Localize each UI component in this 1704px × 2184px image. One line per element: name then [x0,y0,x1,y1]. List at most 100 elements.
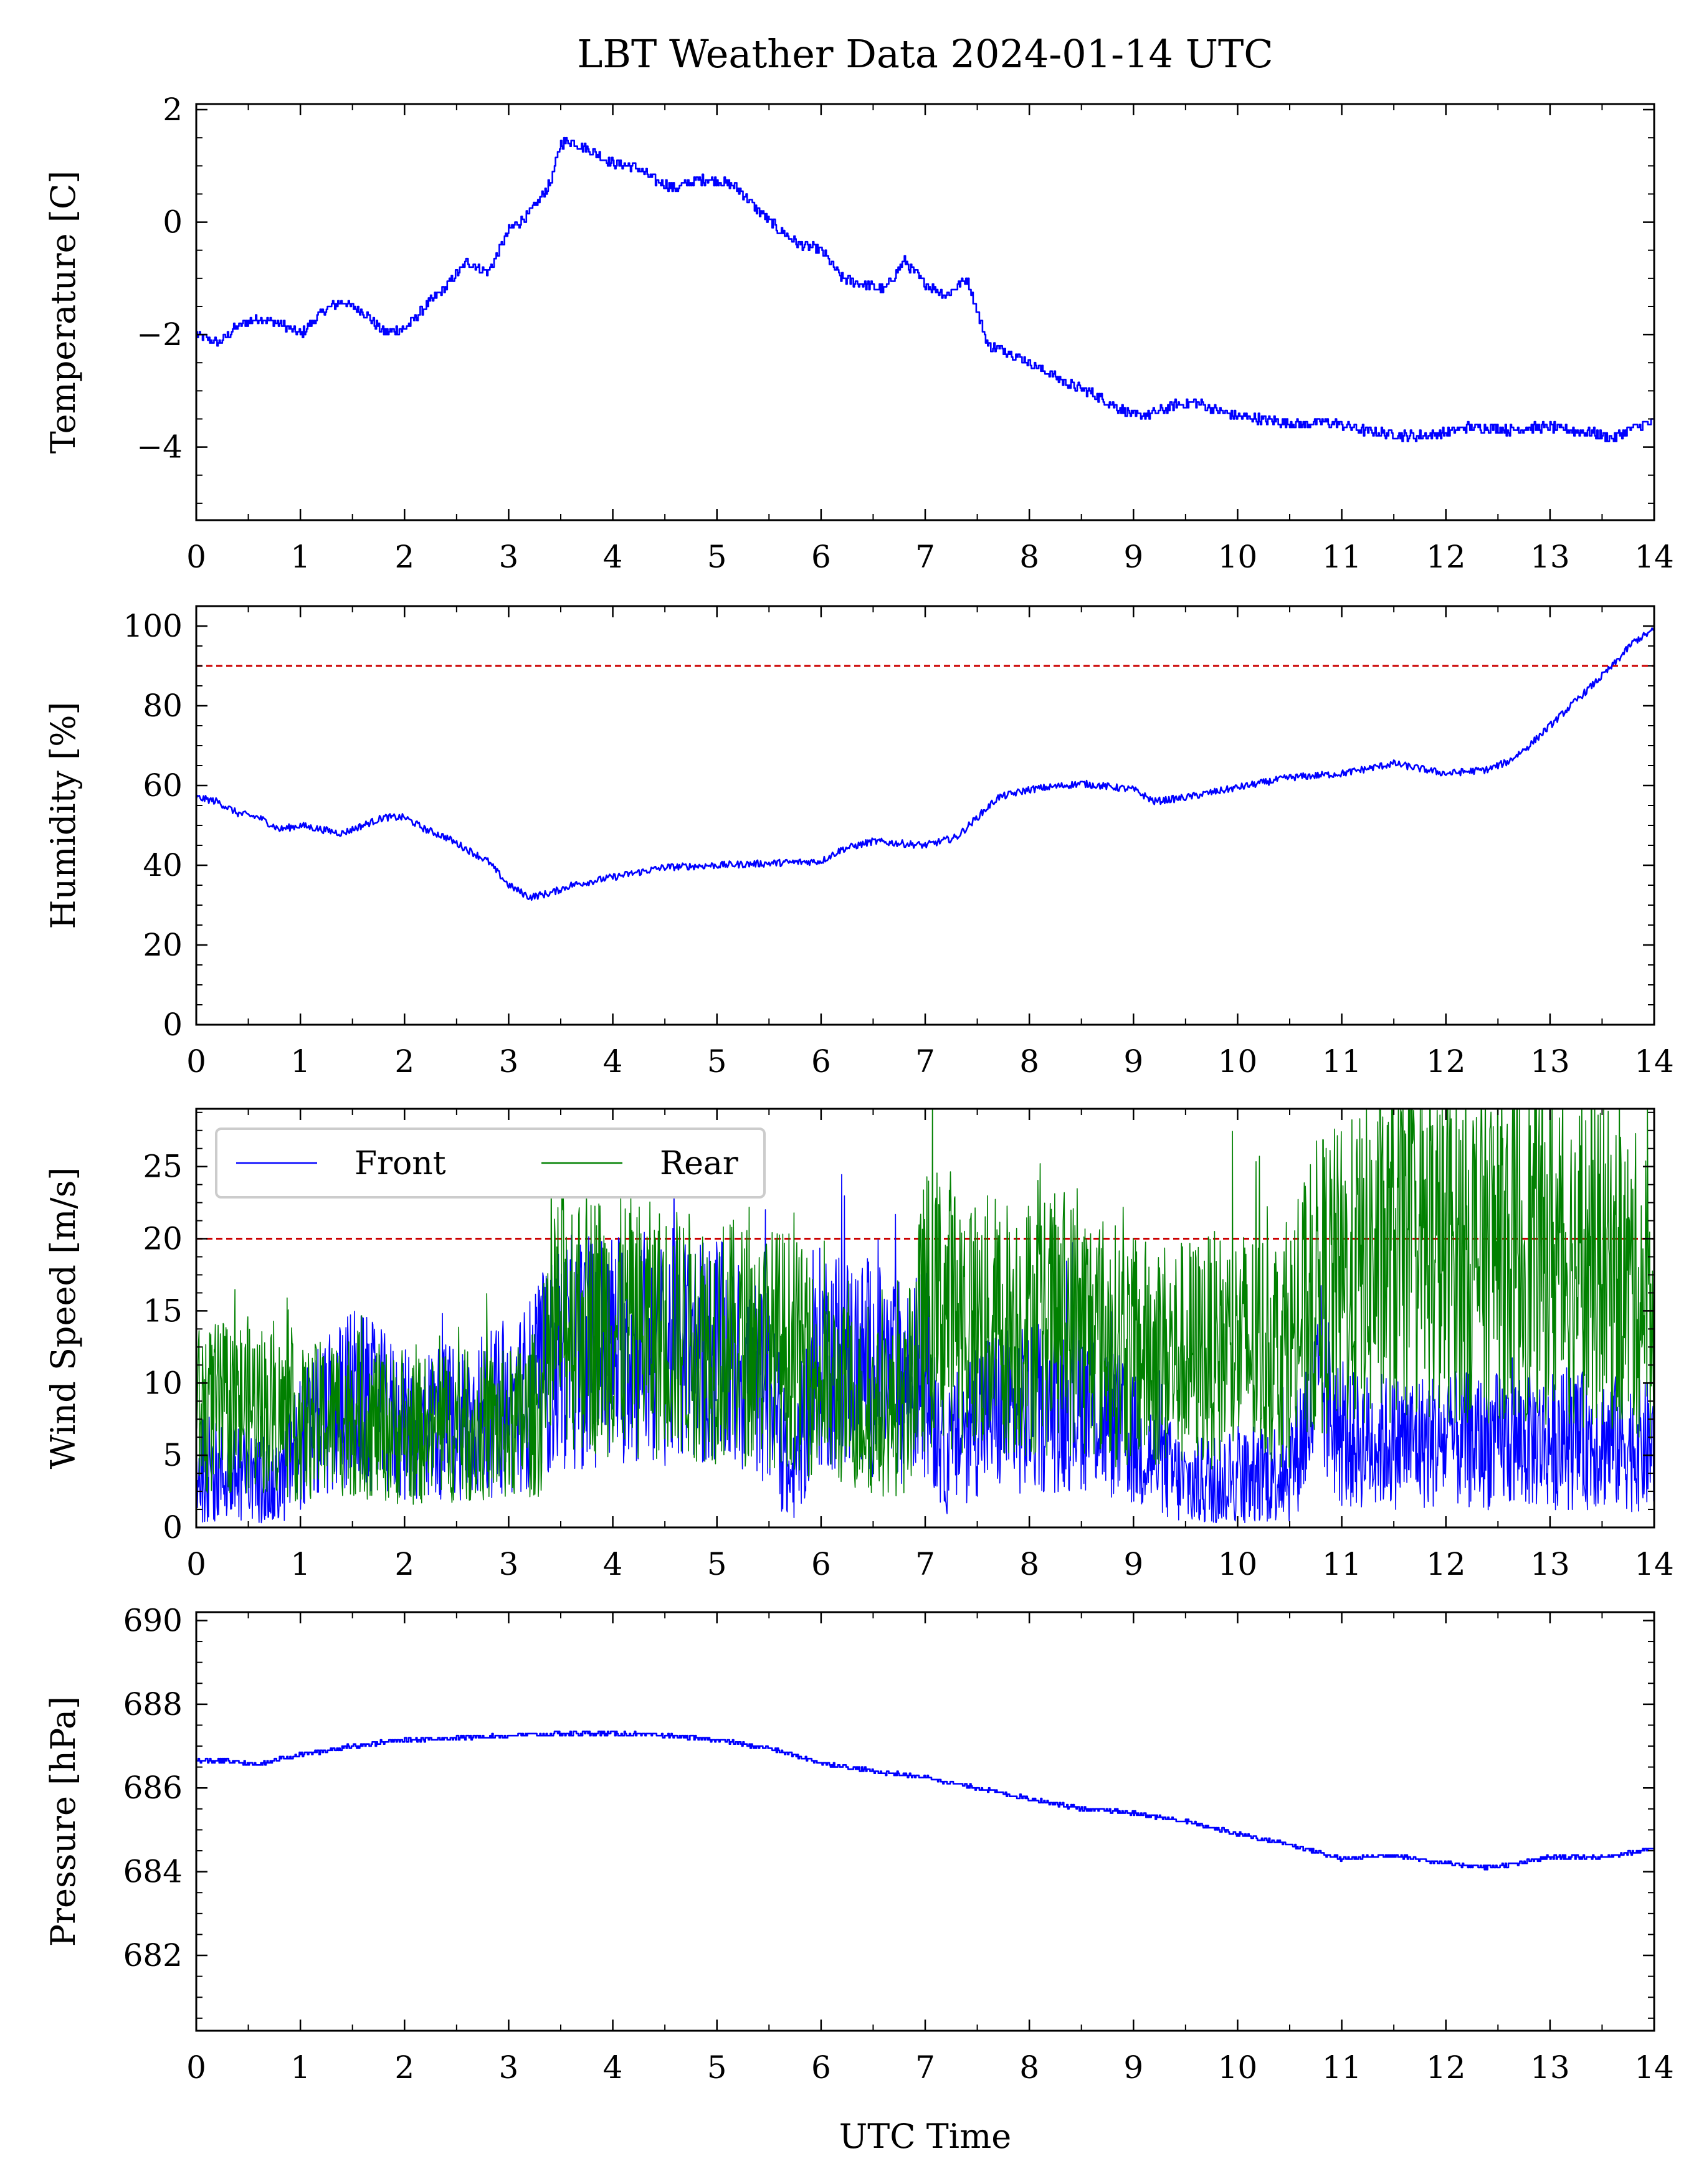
x-tick-label: 0 [186,539,206,575]
temperature-y-axis-label: Temperature [C] [44,171,83,453]
y-tick-label: 80 [143,688,183,724]
x-tick-label: 1 [290,1546,310,1582]
x-tick-label: 7 [915,1043,935,1080]
x-tick-label: 10 [1218,1043,1258,1080]
humidity-series-line [196,627,1654,901]
x-tick-label: 11 [1322,1546,1362,1582]
y-tick-label: 40 [143,847,183,883]
wind_speed-y-ticks: 0 5 10 15 20 25 [143,1111,1654,1545]
x-tick-label: 0 [186,2049,206,2086]
pressure-x-ticks: 0 1 2 3 4 5 6 7 8 9 10 11 12 13 14 [186,1612,1674,2086]
humidity-y-ticks: 0 20 40 60 80 100 [123,605,1654,1043]
y-tick-label: 60 [143,767,183,804]
y-tick-label: 20 [143,927,183,963]
x-tick-label: 2 [394,1043,414,1080]
x-tick-label: 3 [499,1546,519,1582]
y-tick-label: 15 [143,1293,183,1329]
y-tick-label: 100 [123,608,183,644]
x-tick-label: 2 [394,2049,414,2086]
y-tick-label: 0 [163,1509,183,1545]
x-tick-label: 7 [915,2049,935,2086]
wind_speed-data [196,1109,1654,1524]
x-tick-label: 11 [1322,1043,1362,1080]
pressure-frame [195,1611,1655,2032]
humidity-data [196,627,1654,901]
x-tick-label: 12 [1426,1546,1466,1582]
x-tick-label: 4 [603,1546,623,1582]
x-tick-label: 2 [394,539,414,575]
y-tick-label: 690 [123,1602,183,1638]
x-tick-label: 12 [1426,539,1466,575]
y-tick-label: 686 [123,1770,183,1806]
x-tick-label: 4 [603,2049,623,2086]
x-tick-label: 8 [1019,1043,1039,1080]
x-tick-label: 13 [1530,1043,1570,1080]
x-tick-label: 5 [707,1043,727,1080]
x-tick-label: 6 [811,539,831,575]
wind_speed-series-rear [196,1109,1654,1505]
x-tick-label: 0 [186,1546,206,1582]
x-tick-label: 2 [394,1546,414,1582]
x-tick-label: 11 [1322,2049,1362,2086]
temperature-y-ticks: −4 −2 0 2 [136,92,1654,504]
legend-label-front: Front [355,1145,446,1182]
x-tick-label: 14 [1634,539,1674,575]
wind_speed-x-ticks: 0 1 2 3 4 5 6 7 8 9 10 11 12 13 14 [186,1109,1674,1582]
x-tick-label: 1 [290,539,310,575]
x-tick-label: 5 [707,2049,727,2086]
x-tick-label: 12 [1426,1043,1466,1080]
x-tick-label: 5 [707,1546,727,1582]
x-tick-label: 8 [1019,2049,1039,2086]
x-tick-label: 7 [915,1546,935,1582]
x-tick-label: 6 [811,1546,831,1582]
x-tick-label: 3 [499,539,519,575]
temperature-series-line [196,136,1654,442]
pressure-series-line [196,1731,1654,1871]
wind_speed-y-axis-label: Wind Speed [m/s] [44,1167,83,1469]
x-tick-label: 10 [1218,1546,1258,1582]
x-tick-label: 14 [1634,1043,1674,1080]
x-tick-label: 13 [1530,1546,1570,1582]
y-tick-label: 684 [123,1854,183,1890]
y-tick-label: 0 [163,204,183,240]
y-tick-label: 2 [163,92,183,128]
x-tick-label: 3 [499,1043,519,1080]
y-tick-label: 682 [123,1937,183,1973]
y-tick-label: 25 [143,1149,183,1185]
y-tick-label: −2 [136,316,183,353]
legend-label-rear: Rear [660,1145,738,1182]
panel-pressure: 0 1 2 3 4 5 6 7 8 9 10 11 12 13 14682684686688690Press… [44,1602,1674,2086]
x-tick-label: 10 [1218,2049,1258,2086]
x-tick-label: 8 [1019,1546,1039,1582]
x-tick-label: 12 [1426,2049,1466,2086]
temperature-x-ticks: 0 1 2 3 4 5 6 7 8 9 10 11 12 13 14 [186,104,1674,575]
temperature-frame [195,103,1655,521]
x-tick-label: 6 [811,1043,831,1080]
y-tick-label: 10 [143,1365,183,1401]
x-tick-label: 1 [290,2049,310,2086]
wind_speed-series-front [196,1149,1654,1524]
wind_speed-legend: Front Rear [215,1128,766,1199]
x-tick-label: 5 [707,539,727,575]
x-tick-label: 11 [1322,539,1362,575]
legend-box [215,1128,766,1199]
humidity-frame [195,605,1655,1026]
x-tick-label: 14 [1634,1546,1674,1582]
x-tick-label: 9 [1123,1043,1143,1080]
panel-humidity: 0 1 2 3 4 5 6 7 8 9 10 11 12 13 14020406080100Humidity… [44,605,1674,1080]
x-tick-label: 13 [1530,539,1570,575]
x-tick-label: 6 [811,2049,831,2086]
pressure-data [196,1731,1654,1871]
x-tick-label: 9 [1123,1546,1143,1582]
y-tick-label: −4 [136,429,183,465]
y-tick-label: 20 [143,1221,183,1257]
pressure-y-axis-label: Pressure [hPa] [44,1696,83,1947]
x-axis-label: UTC Time [839,2117,1011,2156]
y-tick-label: 688 [123,1686,183,1722]
figure-title: LBT Weather Data 2024-01-14 UTC [577,31,1273,77]
x-tick-label: 7 [915,539,935,575]
pressure-y-ticks: 682 684 686 688 690 [123,1602,1654,2019]
